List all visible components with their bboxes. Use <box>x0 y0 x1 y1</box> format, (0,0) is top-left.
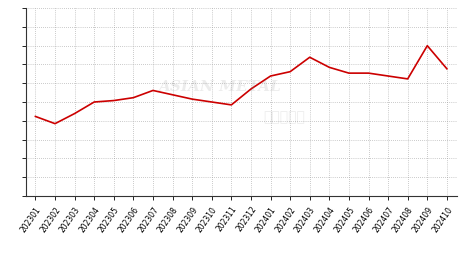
Text: ASIAN METAL: ASIAN METAL <box>158 80 281 94</box>
Text: 亚洲金属网: 亚洲金属网 <box>263 110 305 124</box>
